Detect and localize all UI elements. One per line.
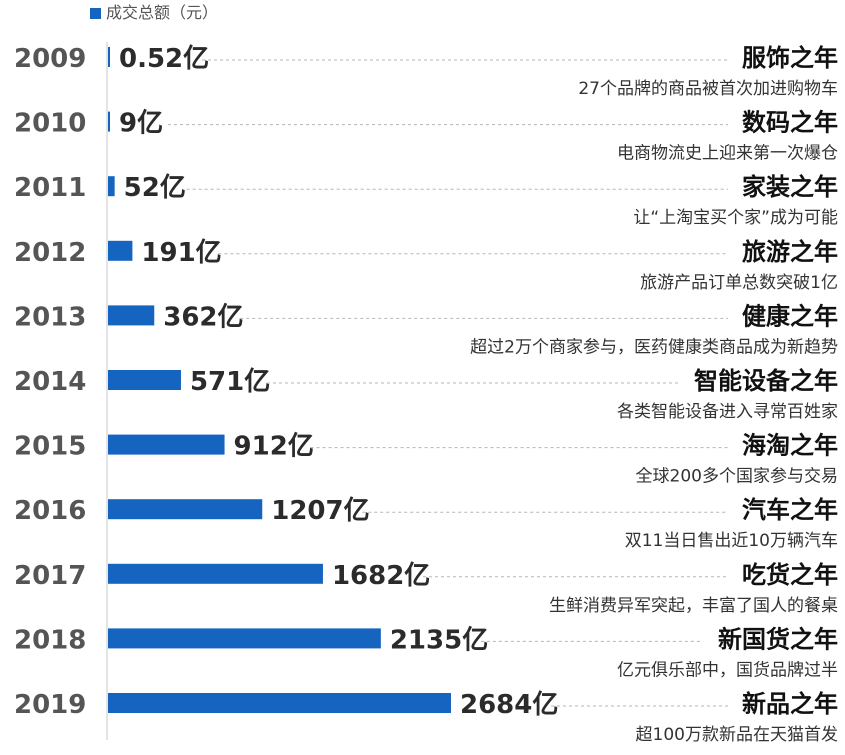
year-tick-label: 2016 xyxy=(14,496,86,526)
annotation-desc: 27个品牌的商品被首次加进购物车 xyxy=(578,79,838,99)
year-tick-label: 2010 xyxy=(14,109,86,139)
annotation-title: 海淘之年 xyxy=(742,432,838,460)
annotation-desc: 全球200多个国家参与交易 xyxy=(636,467,838,487)
bar-value-label: 191亿 xyxy=(141,238,221,268)
annotation-desc: 旅游产品订单总数突破1亿 xyxy=(640,273,838,293)
annotation-title: 健康之年 xyxy=(742,302,838,330)
bar xyxy=(108,563,323,584)
year-tick-label: 2018 xyxy=(14,625,86,655)
year-tick-label: 2019 xyxy=(14,690,86,720)
bar-value-label: 0.52亿 xyxy=(119,44,209,74)
year-tick-label: 2017 xyxy=(14,561,86,591)
bar xyxy=(108,370,181,390)
annotation-title: 服饰之年 xyxy=(742,44,838,72)
annotation-title: 新品之年 xyxy=(742,690,838,718)
year-tick-label: 2009 xyxy=(14,44,86,74)
year-tick-label: 2015 xyxy=(14,432,86,462)
bar-value-label: 362亿 xyxy=(163,302,243,332)
bar xyxy=(108,628,381,649)
year-tick-label: 2013 xyxy=(14,302,86,332)
bar-value-label: 2135亿 xyxy=(390,625,488,655)
bar-value-label: 912亿 xyxy=(234,432,314,462)
bar xyxy=(108,499,263,520)
bar xyxy=(108,47,110,67)
annotation-title: 家装之年 xyxy=(742,173,838,201)
annotation-desc: 电商物流史上迎来第一次爆仓 xyxy=(617,144,838,164)
annotation-desc: 生鲜消费异军突起，丰富了国人的餐桌 xyxy=(549,596,838,616)
legend-swatch xyxy=(90,8,101,19)
annotation-title: 旅游之年 xyxy=(742,238,838,266)
bar-value-label: 9亿 xyxy=(119,109,163,139)
annotation-desc: 各类智能设备进入寻常百姓家 xyxy=(617,402,838,422)
bar xyxy=(108,693,451,713)
bar-value-label: 571亿 xyxy=(190,367,270,397)
annotation-title: 新国货之年 xyxy=(718,625,838,653)
bar-value-label: 1207亿 xyxy=(271,496,369,526)
bar xyxy=(108,240,133,261)
legend-label: 成交总额（元） xyxy=(106,3,219,22)
annotation-desc: 超过2万个商家参与，医药健康类商品成为新趋势 xyxy=(470,337,838,357)
bar xyxy=(108,176,115,197)
annotation-title: 数码之年 xyxy=(742,109,838,137)
bar-value-label: 2684亿 xyxy=(460,690,558,720)
annotation-title: 吃货之年 xyxy=(742,561,838,589)
annotation-desc: 亿元俱乐部中，国货品牌过半 xyxy=(617,660,838,680)
annotation-desc: 超100万款新品在天猫首发 xyxy=(636,725,838,745)
annotation-desc: 让“上淘宝买个家”成为可能 xyxy=(633,208,838,228)
bar xyxy=(108,111,110,132)
annotation-title: 智能设备之年 xyxy=(694,367,838,395)
bar-value-label: 1682亿 xyxy=(332,561,430,591)
annotation-desc: 双11当日售出近10万辆汽车 xyxy=(625,531,838,551)
bar-value-label: 52亿 xyxy=(124,173,186,203)
bar xyxy=(108,434,225,455)
year-tick-label: 2011 xyxy=(14,173,86,203)
year-tick-label: 2014 xyxy=(14,367,86,397)
bar xyxy=(108,305,155,326)
year-tick-label: 2012 xyxy=(14,238,86,268)
annotation-title: 汽车之年 xyxy=(742,496,838,524)
